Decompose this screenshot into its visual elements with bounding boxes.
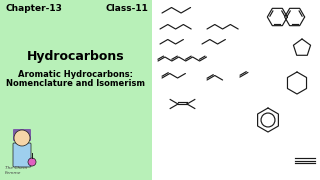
Text: The Chem: The Chem <box>5 166 27 170</box>
Text: Chapter-13: Chapter-13 <box>5 4 62 13</box>
Text: Aromatic Hydrocarbons:: Aromatic Hydrocarbons: <box>19 70 133 79</box>
Bar <box>0 0 152 180</box>
FancyBboxPatch shape <box>13 143 31 167</box>
Bar <box>152 0 320 180</box>
Text: Nomenclature and Isomerism: Nomenclature and Isomerism <box>6 79 146 88</box>
Text: Femme: Femme <box>5 171 21 175</box>
Text: Class-11: Class-11 <box>105 4 148 13</box>
FancyBboxPatch shape <box>13 129 31 141</box>
Circle shape <box>28 158 36 166</box>
Circle shape <box>14 130 30 146</box>
Text: Hydrocarbons: Hydrocarbons <box>27 50 125 63</box>
